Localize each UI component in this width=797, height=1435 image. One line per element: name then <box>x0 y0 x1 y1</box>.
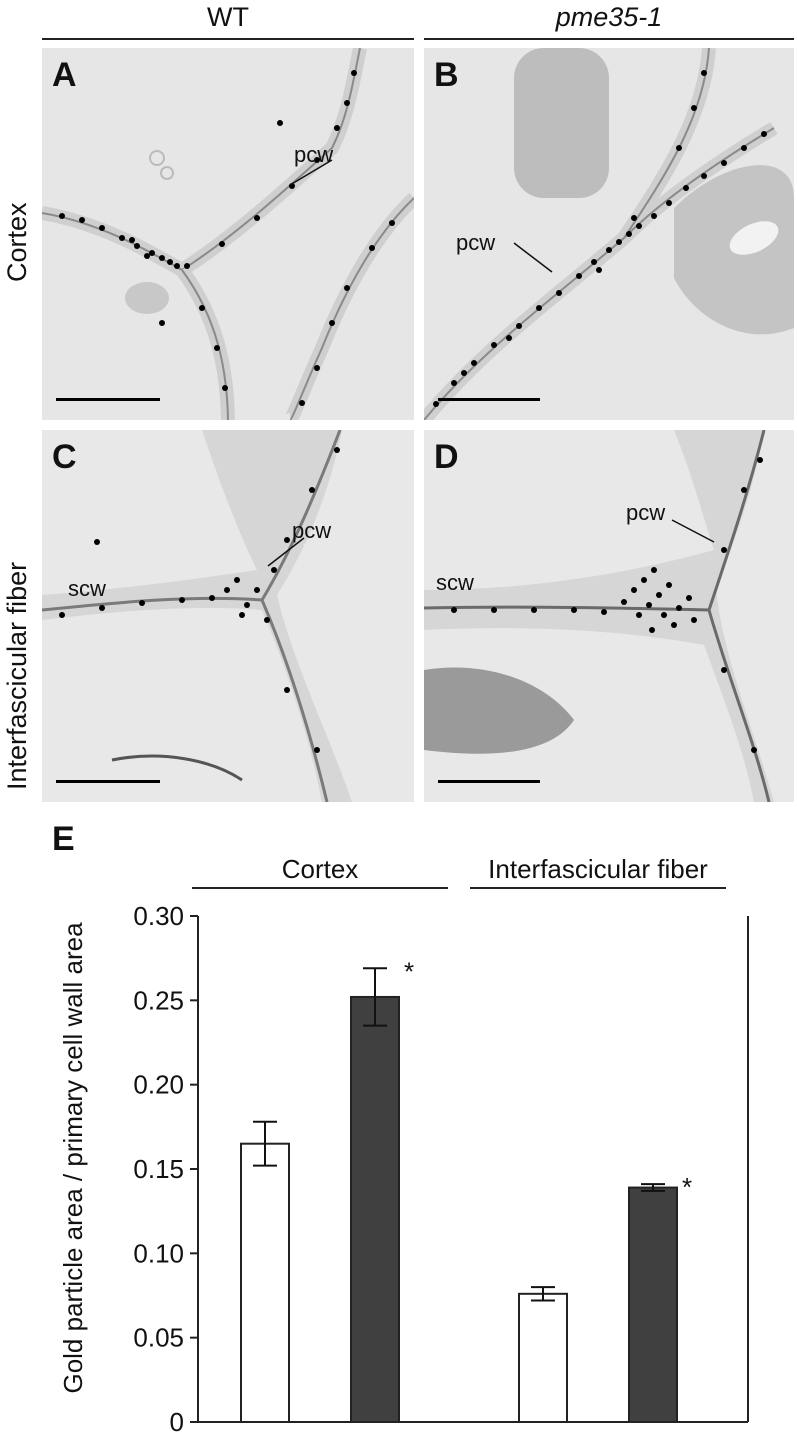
column-label-pme35-1: pme35-1 <box>555 2 663 32</box>
micrograph-panel-d: D pcw scw <box>424 430 794 802</box>
panel-letter-e: E <box>52 820 75 858</box>
micrograph-panel-a: A pcw <box>42 48 414 420</box>
label-scw-c: scw <box>68 576 106 601</box>
column-rule-pme35-1 <box>424 38 794 40</box>
scale-bar-c <box>56 780 160 783</box>
label-scw-d: scw <box>436 570 474 595</box>
label-pcw-d: pcw <box>626 500 666 525</box>
micrograph-image-b <box>424 48 794 420</box>
scale-bar-a <box>56 398 160 401</box>
y-tick-label: 0.05 <box>133 1323 184 1353</box>
chart-layer: 00.050.100.150.200.250.30CortexWT*pme35-… <box>133 854 749 1435</box>
micrograph-panel-c: C pcw scw <box>42 430 414 802</box>
significance-marker: * <box>404 956 414 986</box>
panel-letter-d: D <box>434 438 459 476</box>
column-rule-wt <box>42 38 414 40</box>
micrograph-panel-b: B pcw <box>424 48 794 420</box>
bar <box>240 1142 290 1423</box>
panel-letter-a: A <box>52 56 77 94</box>
panel-letter-b: B <box>434 56 459 94</box>
micrograph-image-a <box>42 48 414 420</box>
bar-chart: E Gold particle area / primary cell wall… <box>52 820 749 1435</box>
bar <box>518 1292 568 1423</box>
y-tick-label: 0 <box>170 1407 184 1435</box>
y-tick-label: 0.15 <box>133 1154 184 1184</box>
bar <box>350 995 400 1424</box>
micrograph-image-c <box>42 430 414 802</box>
column-label-wt: WT <box>207 2 249 32</box>
micrograph-image-d <box>424 430 794 802</box>
bar <box>628 1186 678 1424</box>
row-label-cortex: Cortex <box>2 202 32 282</box>
y-tick-label: 0.25 <box>133 985 184 1015</box>
label-pcw-b: pcw <box>456 230 496 255</box>
row-label-interfascicular-fiber: Interfascicular fiber <box>2 561 32 790</box>
label-pcw-c: pcw <box>292 518 332 543</box>
group-label: Interfascicular fiber <box>488 854 708 884</box>
y-axis-label: Gold particle area / primary cell wall a… <box>58 922 88 1394</box>
scale-bar-d <box>438 780 540 783</box>
label-pcw-a: pcw <box>294 142 334 167</box>
y-tick-label: 0.30 <box>133 901 184 931</box>
significance-marker: * <box>682 1172 692 1202</box>
y-tick-label: 0.10 <box>133 1238 184 1268</box>
panel-letter-c: C <box>52 438 77 476</box>
group-label: Cortex <box>282 854 359 884</box>
scale-bar-b <box>438 398 540 401</box>
y-tick-label: 0.20 <box>133 1070 184 1100</box>
